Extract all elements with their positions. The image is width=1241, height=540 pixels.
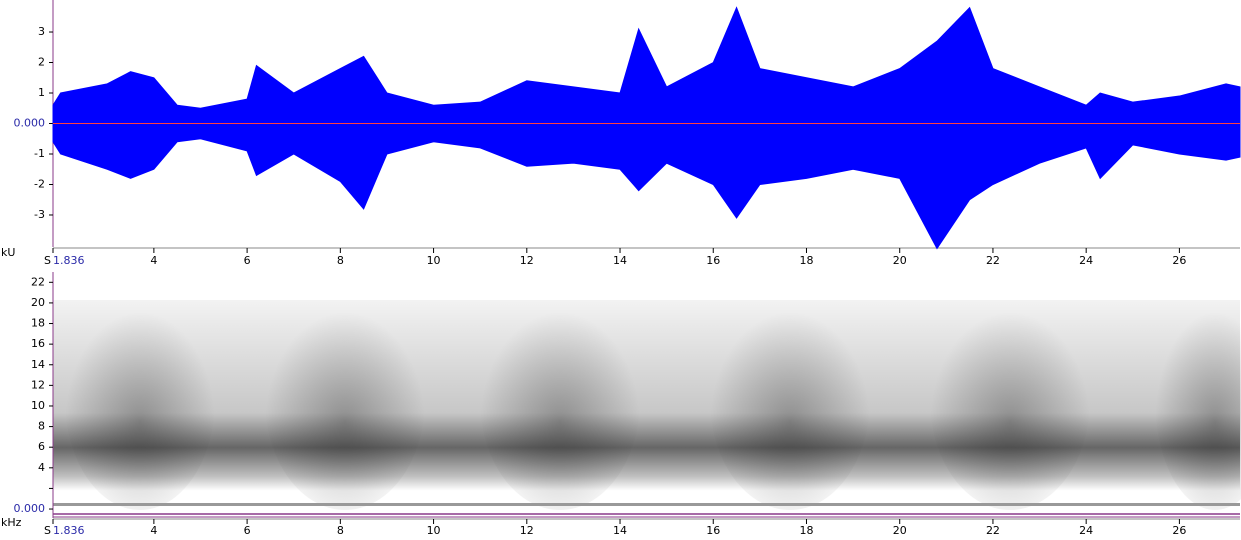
x-tick-label: 6 [244,524,251,537]
x-prefix: S [44,524,51,537]
y-tick-label: 16 [31,337,45,350]
y-tick-label: 22 [31,275,45,288]
x-tick-label: 8 [337,254,344,267]
y-unit: kHz [1,516,22,529]
x-tick-label: 4 [150,524,157,537]
y-unit: kU [1,246,15,259]
y-tick-label: 1 [38,86,45,99]
x-tick-label: 22 [986,254,1000,267]
x-tick-label: 1.836 [53,254,85,267]
x-tick-label: 24 [1079,524,1093,537]
y-tick-label: -1 [34,147,45,160]
spectrogram-image [53,290,1241,518]
x-tick-label: 10 [427,254,441,267]
x-tick-label: 26 [1172,524,1186,537]
x-tick-label: 18 [799,524,813,537]
y-tick-label: 0.000 [14,117,46,130]
x-prefix: S [44,254,51,267]
y-tick-label: 8 [38,420,45,433]
x-tick-label: 10 [427,524,441,537]
x-tick-label: 8 [337,524,344,537]
y-tick-label: 2 [38,56,45,69]
x-tick-label: 12 [520,254,534,267]
y-tick-label: 14 [31,358,45,371]
y-tick-label: 10 [31,399,45,412]
y-tick-label: 18 [31,317,45,330]
y-tick-label: 3 [38,25,45,38]
x-tick-label: 22 [986,524,1000,537]
x-tick-label: 14 [613,524,627,537]
x-tick-label: 24 [1079,254,1093,267]
waveform-lower [52,123,1241,250]
x-tick-label: 12 [520,524,534,537]
x-tick-label: 14 [613,254,627,267]
x-tick-label: 20 [893,524,907,537]
waveform-upper [52,6,1241,124]
x-tick-label: 1.836 [53,524,85,537]
y-tick-label: 6 [38,440,45,453]
x-tick-label: 26 [1172,254,1186,267]
y-tick-label: 0.000 [14,502,46,515]
y-tick-label: -3 [34,208,45,221]
x-tick-label: 4 [150,254,157,267]
x-tick-label: 20 [893,254,907,267]
x-tick-label: 16 [706,254,720,267]
y-tick-label: 4 [38,461,45,474]
y-tick-label: -2 [34,177,45,190]
y-tick-label: 12 [31,378,45,391]
x-tick-label: 6 [244,254,251,267]
y-tick-label: 20 [31,296,45,309]
x-tick-label: 16 [706,524,720,537]
x-tick-label: 18 [799,254,813,267]
